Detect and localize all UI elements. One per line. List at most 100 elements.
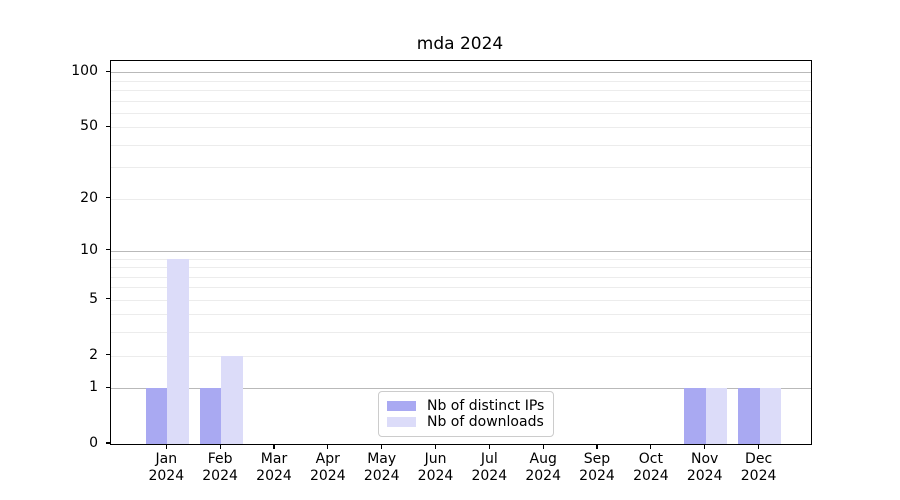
x-tick-month: May	[367, 451, 397, 467]
minor-gridline	[111, 276, 811, 278]
y-tick-mark	[105, 298, 110, 300]
bar-downloads	[221, 355, 243, 444]
legend-swatch	[387, 401, 416, 411]
minor-gridline	[111, 100, 811, 102]
y-tick-label: 1	[89, 379, 98, 396]
x-tick-month: Aug	[529, 451, 557, 467]
x-tick-month: Jan	[155, 451, 178, 467]
x-tick-month: Feb	[207, 451, 233, 467]
x-tick-label: Mar 2024	[242, 451, 306, 485]
minor-gridline	[111, 355, 811, 357]
y-tick-mark	[105, 386, 110, 388]
x-tick-mark	[327, 444, 329, 449]
legend: Nb of distinct IPs Nb of downloads	[378, 391, 555, 437]
x-tick-year: 2024	[633, 468, 669, 484]
y-tick-mark	[105, 125, 110, 127]
bar-distinct-ips	[738, 388, 760, 444]
x-tick-label: Nov 2024	[673, 451, 737, 485]
x-tick-year: 2024	[256, 468, 292, 484]
x-tick-mark	[434, 444, 437, 449]
x-tick-year: 2024	[202, 468, 238, 484]
bar-distinct-ips	[145, 388, 168, 444]
x-tick-year: 2024	[309, 468, 346, 484]
x-tick-mark	[758, 444, 760, 449]
x-tick-month: Nov	[691, 451, 719, 467]
minor-gridline	[111, 198, 811, 200]
x-tick-mark	[704, 444, 706, 449]
legend-label: Nb of distinct IPs	[427, 398, 545, 414]
plot-area	[110, 60, 812, 445]
minor-gridline	[111, 167, 811, 169]
legend-row: Nb of distinct IPs	[387, 398, 544, 414]
x-tick-year: 2024	[417, 468, 454, 484]
y-tick-mark	[105, 249, 110, 251]
x-tick-label: May 2024	[350, 451, 414, 485]
y-tick-mark	[105, 70, 110, 72]
y-tick-label: 20	[80, 189, 98, 206]
x-tick-year: 2024	[740, 468, 777, 484]
y-tick-mark	[105, 353, 110, 356]
y-tick-label: 5	[89, 290, 98, 307]
minor-gridline	[111, 144, 811, 146]
legend-label: Nb of downloads	[427, 414, 544, 430]
minor-gridline	[111, 267, 811, 268]
x-tick-year: 2024	[686, 468, 723, 484]
bar-distinct-ips	[684, 388, 706, 444]
x-tick-year: 2024	[579, 468, 615, 484]
x-tick-label: Jul 2024	[457, 451, 521, 485]
y-tick-label: 100	[71, 63, 98, 80]
x-tick-label: Apr 2024	[296, 451, 360, 485]
x-tick-mark	[381, 444, 383, 449]
x-tick-year: 2024	[363, 468, 400, 484]
x-tick-mark	[542, 444, 544, 449]
x-tick-month: Jul	[480, 451, 498, 467]
chart-title: mda 2024	[416, 34, 504, 54]
x-tick-mark	[273, 444, 275, 449]
x-tick-label: Feb 2024	[188, 451, 252, 485]
minor-gridline	[111, 314, 811, 316]
x-tick-mark	[650, 444, 652, 449]
major-gridline	[111, 250, 811, 252]
x-tick-label: Jan 2024	[134, 451, 198, 485]
x-tick-label: Dec 2024	[727, 451, 791, 485]
x-tick-month: Mar	[260, 451, 288, 467]
minor-gridline	[111, 127, 811, 129]
x-tick-year: 2024	[148, 468, 185, 484]
x-tick-month: Dec	[745, 451, 773, 467]
x-tick-mark	[596, 444, 598, 449]
minor-gridline	[111, 112, 811, 114]
x-tick-month: Apr	[315, 451, 340, 467]
x-tick-month: Jun	[424, 451, 447, 467]
x-tick-month: Sep	[583, 451, 611, 467]
x-tick-label: Jun 2024	[404, 451, 468, 485]
minor-gridline	[111, 332, 811, 334]
legend-row: Nb of downloads	[387, 414, 544, 430]
y-tick-label: 2	[89, 346, 98, 363]
minor-gridline	[111, 80, 811, 82]
x-tick-mark	[219, 444, 221, 449]
x-tick-label: Sep 2024	[565, 451, 629, 485]
bar-distinct-ips	[199, 388, 222, 444]
y-tick-label: 0	[89, 435, 98, 451]
bar-downloads	[705, 388, 728, 444]
x-tick-label: Oct 2024	[619, 451, 683, 485]
x-tick-year: 2024	[471, 468, 508, 484]
minor-gridline	[111, 258, 811, 260]
y-tick-mark	[105, 442, 110, 444]
minor-gridline	[111, 299, 811, 301]
x-tick-month: Oct	[638, 451, 663, 467]
bar-downloads	[167, 258, 189, 444]
x-tick-mark	[488, 444, 490, 449]
y-tick-mark	[105, 197, 110, 199]
minor-gridline	[111, 287, 811, 289]
y-tick-label: 10	[80, 241, 98, 258]
x-tick-mark	[165, 444, 167, 449]
major-gridline	[111, 72, 811, 74]
major-gridline	[111, 388, 811, 390]
bar-downloads	[759, 388, 782, 444]
minor-gridline	[111, 89, 811, 91]
x-tick-year: 2024	[525, 468, 561, 484]
legend-swatch	[387, 417, 416, 427]
y-tick-label: 50	[80, 118, 98, 135]
